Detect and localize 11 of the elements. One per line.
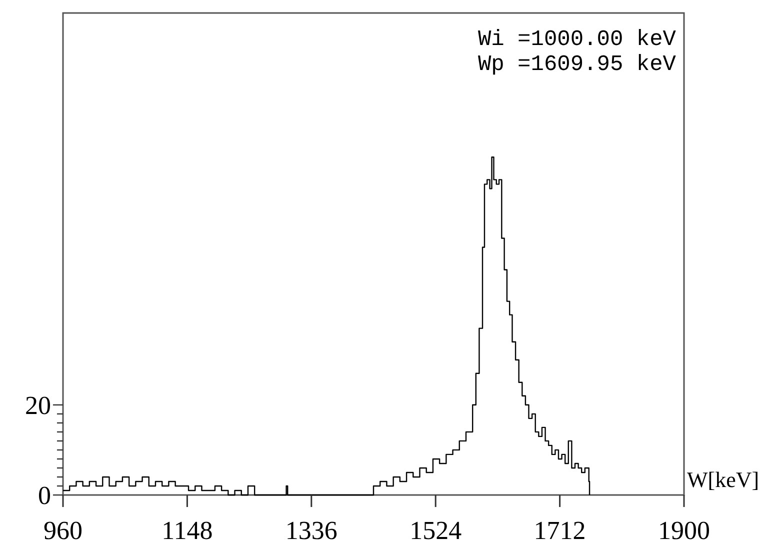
annotation: Wp =1609.95 keV [478, 52, 677, 77]
x-tick-label: 1148 [162, 516, 213, 545]
x-tick-label: 1336 [285, 516, 338, 545]
y-tick-label: 20 [25, 391, 51, 420]
annotation: Wi =1000.00 keV [478, 27, 677, 52]
x-tick-label: 1712 [534, 516, 586, 545]
x-axis-title: W[keV] [687, 467, 760, 492]
x-tick-label: 1900 [658, 516, 710, 545]
x-tick-label: 960 [44, 516, 82, 545]
y-tick-label: 0 [38, 481, 51, 510]
x-tick-label: 1524 [410, 516, 462, 545]
